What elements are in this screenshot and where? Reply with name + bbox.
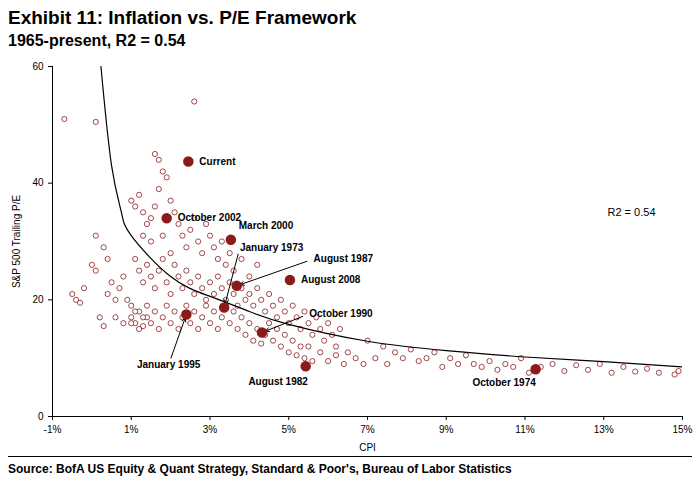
svg-text:March 2000: March 2000 bbox=[239, 220, 294, 231]
svg-text:CPI: CPI bbox=[359, 442, 376, 453]
svg-text:-1%: -1% bbox=[44, 424, 62, 435]
svg-text:S&P 500 Trailing P/E: S&P 500 Trailing P/E bbox=[11, 195, 22, 289]
html-text:Source: BofA US Equity & Quant: Source: BofA US Equity & Quant Strategy,… bbox=[8, 462, 512, 476]
svg-text:60: 60 bbox=[32, 61, 44, 72]
html-text:Exhibit 11: Inflation vs. P/E: Exhibit 11: Inflation vs. P/E Framework bbox=[8, 7, 357, 28]
svg-text:August 1982: August 1982 bbox=[248, 376, 308, 387]
svg-text:13%: 13% bbox=[594, 424, 614, 435]
svg-text:October 1974: October 1974 bbox=[472, 377, 536, 388]
svg-text:0: 0 bbox=[38, 411, 44, 422]
svg-text:Current: Current bbox=[199, 156, 236, 167]
svg-text:7%: 7% bbox=[360, 424, 375, 435]
svg-text:October 2002: October 2002 bbox=[178, 212, 242, 223]
html-text:1965-present, R2 = 0.54: 1965-present, R2 = 0.54 bbox=[8, 32, 186, 49]
svg-text:11%: 11% bbox=[515, 424, 534, 435]
svg-text:3%: 3% bbox=[203, 424, 218, 435]
svg-text:R2 = 0.54: R2 = 0.54 bbox=[608, 206, 656, 218]
svg-text:October 1990: October 1990 bbox=[309, 308, 373, 319]
svg-text:August 2008: August 2008 bbox=[301, 274, 361, 285]
svg-text:9%: 9% bbox=[439, 424, 454, 435]
svg-text:January 1973: January 1973 bbox=[240, 242, 304, 253]
svg-text:20: 20 bbox=[32, 294, 44, 305]
svg-text:5%: 5% bbox=[282, 424, 297, 435]
svg-text:1%: 1% bbox=[124, 424, 139, 435]
svg-text:15%: 15% bbox=[672, 424, 692, 435]
svg-text:August 1987: August 1987 bbox=[314, 253, 374, 264]
svg-text:January 1995: January 1995 bbox=[137, 359, 201, 370]
svg-text:40: 40 bbox=[32, 177, 44, 188]
